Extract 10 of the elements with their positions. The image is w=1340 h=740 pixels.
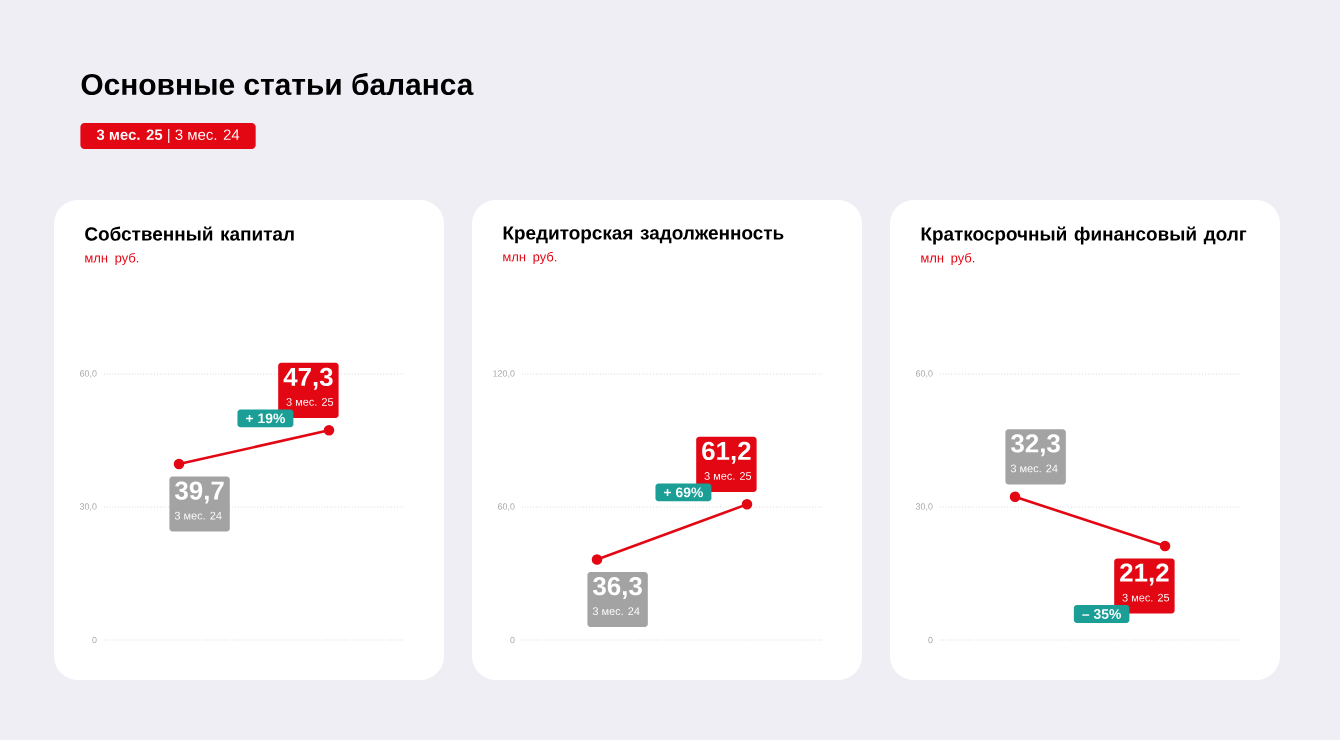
data-label: 32,3 bbox=[1011, 434, 1060, 457]
data-label: 47,3 bbox=[283, 367, 333, 390]
data-label: 61,2 bbox=[702, 441, 751, 464]
chart-title: Собственный капитал bbox=[85, 226, 294, 241]
text: Основные статьи баланса bbox=[81, 72, 474, 96]
data-label: 36,3 bbox=[593, 576, 642, 600]
chart-title: Кредиторская задолженность bbox=[503, 226, 784, 244]
chart-title: Краткосрочный финансовый долг bbox=[921, 226, 1247, 245]
data-label: 39,7 bbox=[174, 481, 224, 504]
data-label: 21,2 bbox=[1120, 563, 1169, 586]
